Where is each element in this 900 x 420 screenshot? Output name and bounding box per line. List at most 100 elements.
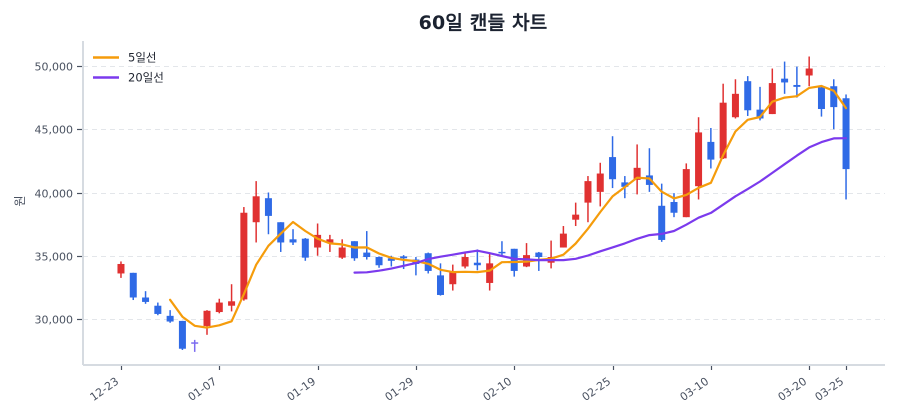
x-tick-label: 02-25 [580,375,614,404]
candle [572,202,580,227]
candle-body [498,251,506,254]
candle-body [363,252,371,258]
x-tick-label: 01-29 [383,375,417,404]
candle [191,339,199,352]
candle [756,86,764,121]
candle [707,127,715,169]
candle [117,261,125,278]
candle-body [203,310,211,326]
candle-body [387,258,395,261]
y-tick-label: 35,000 [35,251,74,264]
candle-body [645,175,653,185]
candle-body [473,262,481,266]
candle [719,83,727,159]
candle [731,79,739,119]
candle [633,144,641,195]
legend-item-ma20[interactable]: 20일선 [93,71,164,85]
candle-body [584,181,592,203]
candle-body [400,256,408,259]
candle-body [436,275,444,295]
candle-body [596,173,604,192]
legend: 5일선 20일선 [93,51,164,85]
candle-body [240,212,248,300]
candle-body [289,239,297,243]
candle [817,84,825,117]
candle [203,310,211,335]
candle-body [326,239,334,243]
candle-body [707,141,715,160]
candle-body [178,320,186,349]
candle-body [117,263,125,274]
candle-body [572,214,580,220]
candle-body [842,98,850,170]
candle [166,310,174,323]
candle [449,264,457,291]
candle [178,320,186,350]
candle [240,207,248,301]
x-tick-label: 03-25 [813,375,847,404]
y-axis-label: 원 [13,195,27,206]
candle-body [670,201,678,213]
candle [768,68,776,115]
ma5-line [169,84,848,329]
y-tick-label: 30,000 [35,314,74,327]
x-tick-label: 01-07 [186,375,220,404]
candle-body [314,234,322,248]
candle-body [658,205,666,240]
candle-body [817,87,825,110]
candle-body [338,247,346,258]
candle-body [756,109,764,119]
candle-body [154,305,162,314]
candle-body [621,182,629,187]
candle [695,117,703,200]
x-tick-label: 02-10 [481,375,515,404]
candle-body [559,233,567,248]
candle-body [633,167,641,180]
candle [781,61,789,94]
candle-body [252,196,260,223]
candle [289,229,297,245]
candle-body [768,83,776,115]
candle [350,241,358,261]
candle-body [461,257,469,267]
candle [535,251,543,271]
candle [363,231,371,260]
y-tick-label: 45,000 [35,124,74,137]
candle [609,136,617,189]
x-tick-label: 01-19 [285,375,319,404]
candle-body [535,252,543,258]
candle [547,240,555,269]
candle-body [781,78,789,83]
candle [670,193,678,218]
candle [559,226,567,248]
candle-body [449,272,457,285]
candle [375,256,383,268]
x-tick-label: 12-23 [88,375,122,404]
y-axis: 30,000 35,000 40,000 45,000 50,000 [35,61,83,327]
ma20-line [353,137,848,274]
candle-body [142,297,150,302]
candle [154,302,162,316]
candle [264,192,272,235]
candle-body [129,272,137,298]
candle-body [350,241,358,259]
candle-body [228,301,236,306]
candle-body [719,102,727,159]
candles [117,56,850,352]
candle [842,94,850,200]
candle [473,249,481,271]
candle-body [215,302,223,313]
candle [523,243,531,268]
candle [338,239,346,259]
candle-body [486,263,494,283]
legend-item-ma5[interactable]: 5일선 [93,51,156,65]
candle [584,176,592,223]
candle-body [301,238,309,258]
candle [682,163,690,218]
gridlines [83,66,885,320]
candle [596,162,604,207]
y-tick-label: 40,000 [35,188,74,201]
candle [142,291,150,304]
axis-spines [82,41,885,366]
candle [252,181,260,243]
